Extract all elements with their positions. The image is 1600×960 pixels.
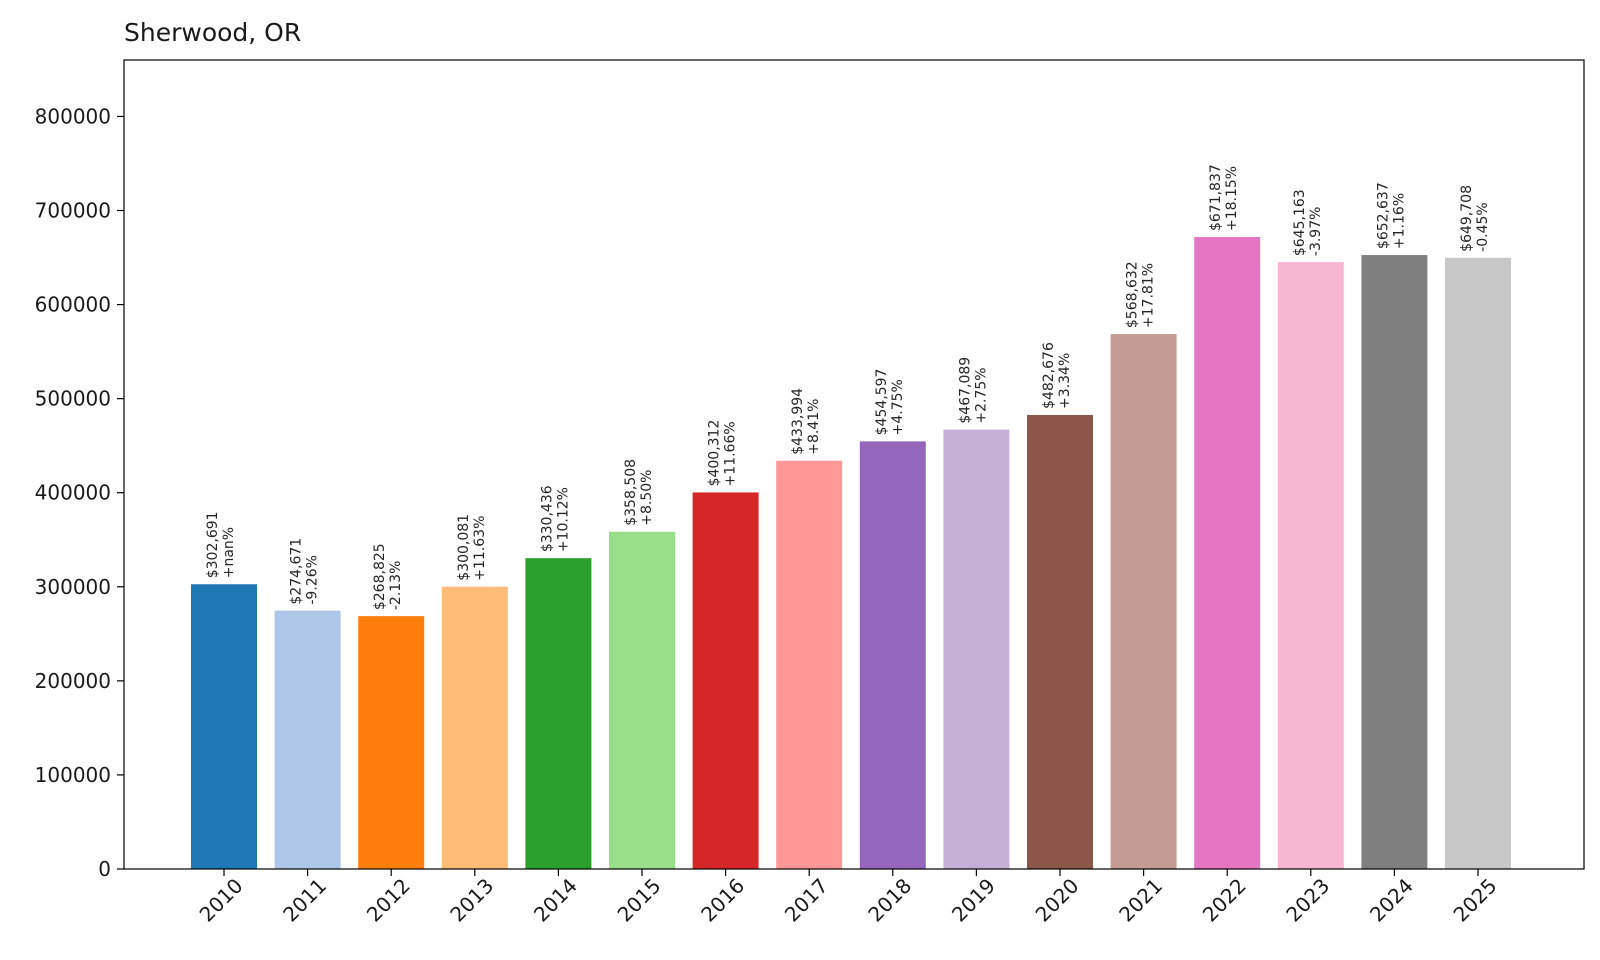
bar-2019 xyxy=(943,429,1010,869)
bar-change-label: +17.81% xyxy=(1141,263,1157,328)
bar-change-label: +18.15% xyxy=(1224,166,1240,231)
bar-value-label: $330,436 xyxy=(539,485,555,552)
bar-2017 xyxy=(776,460,843,869)
bar-value-label: $433,994 xyxy=(790,388,806,455)
x-tick-label: 2013 xyxy=(445,874,498,927)
y-tick-label: 500000 xyxy=(35,387,111,411)
bar-change-label: +11.66% xyxy=(723,421,739,486)
y-tick-label: 300000 xyxy=(35,575,111,599)
bar-change-label: -3.97% xyxy=(1308,207,1324,257)
bar-change-label: +10.12% xyxy=(555,487,571,552)
bar-2016 xyxy=(692,492,759,869)
x-tick-label: 2022 xyxy=(1198,874,1251,927)
bar-2021 xyxy=(1110,334,1177,869)
bar-value-label: $482,676 xyxy=(1041,342,1057,409)
x-tick-label: 2012 xyxy=(362,874,415,927)
bar-2013 xyxy=(441,586,508,869)
bar-change-label: +2.75% xyxy=(973,367,989,423)
bar-change-label: -2.13% xyxy=(388,561,404,611)
bar-value-label: $652,637 xyxy=(1375,182,1391,249)
bar-value-label: $649,708 xyxy=(1459,185,1475,252)
y-tick-label: 100000 xyxy=(35,763,111,787)
x-tick-label: 2025 xyxy=(1449,874,1502,927)
y-tick-label: 0 xyxy=(98,857,111,881)
bar-change-label: +3.34% xyxy=(1057,353,1073,409)
bar-2010 xyxy=(191,584,257,869)
x-tick-label: 2019 xyxy=(947,874,1000,927)
plot-frame xyxy=(123,59,1585,870)
bar-value-label: $568,632 xyxy=(1125,261,1141,328)
bar-value-label: $645,163 xyxy=(1292,189,1308,256)
y-tick-label: 700000 xyxy=(35,199,111,223)
bar-value-label: $358,508 xyxy=(623,459,639,526)
bar-change-label: +8.41% xyxy=(806,399,822,455)
x-tick-label: 2010 xyxy=(195,874,248,927)
y-tick-label: 400000 xyxy=(35,481,111,505)
x-tick-label: 2020 xyxy=(1031,874,1084,927)
bar-value-label: $300,081 xyxy=(456,514,472,581)
bar-2025 xyxy=(1445,257,1511,870)
bars-layer xyxy=(191,237,1511,870)
bar-value-label: $400,312 xyxy=(707,420,723,487)
bar-change-label: +4.75% xyxy=(890,379,906,435)
x-tick-label: 2021 xyxy=(1114,874,1167,927)
bar-2020 xyxy=(1027,414,1093,869)
bar-2012 xyxy=(358,616,425,869)
bar-change-label: +8.50% xyxy=(639,470,655,526)
bar-2015 xyxy=(609,531,675,869)
bar-change-label: -9.26% xyxy=(305,555,321,605)
x-tick-label: 2017 xyxy=(780,874,833,927)
bar-change-label: +1.16% xyxy=(1391,193,1407,249)
bar-value-label: $268,825 xyxy=(372,543,388,610)
x-tick-label: 2015 xyxy=(613,874,666,927)
bar-value-label: $454,597 xyxy=(874,369,890,436)
bar-2014 xyxy=(525,558,592,869)
bar-2018 xyxy=(859,441,926,869)
bar-change-label: +11.63% xyxy=(472,516,488,581)
x-tick-label: 2024 xyxy=(1365,874,1418,927)
x-axis: 2010 2011 2012 2013 2014 2015 2016 2017 2018 2019… xyxy=(195,869,1502,927)
bar-value-label: $274,671 xyxy=(289,538,305,605)
x-tick-label: 2016 xyxy=(696,874,749,927)
y-tick-label: 800000 xyxy=(35,104,111,128)
x-tick-label: 2014 xyxy=(529,874,582,927)
bar-change-label: +nan% xyxy=(221,527,237,578)
chart-title: Sherwood, OR xyxy=(124,18,302,47)
x-tick-label: 2018 xyxy=(863,874,916,927)
x-tick-label: 2023 xyxy=(1281,874,1334,927)
x-tick-label: 2011 xyxy=(278,874,331,927)
y-axis: 0 100000 200000 300000 400000 500000 600000 700… xyxy=(35,104,124,881)
bar-change-label: -0.45% xyxy=(1475,202,1491,252)
bar-value-label: $302,691 xyxy=(205,511,221,578)
bar-value-label: $467,089 xyxy=(957,357,973,424)
bar-2023 xyxy=(1277,262,1344,869)
bar-labels-layer: $302,691 +nan% $274,671 -9.26% $268,825 -2.13… xyxy=(205,164,1491,610)
y-tick-label: 600000 xyxy=(35,293,111,317)
bar-2011 xyxy=(274,610,341,869)
bar-value-label: $671,837 xyxy=(1208,164,1224,231)
y-tick-label: 200000 xyxy=(35,669,111,693)
bar-2024 xyxy=(1361,255,1428,869)
bar-2022 xyxy=(1194,237,1261,869)
